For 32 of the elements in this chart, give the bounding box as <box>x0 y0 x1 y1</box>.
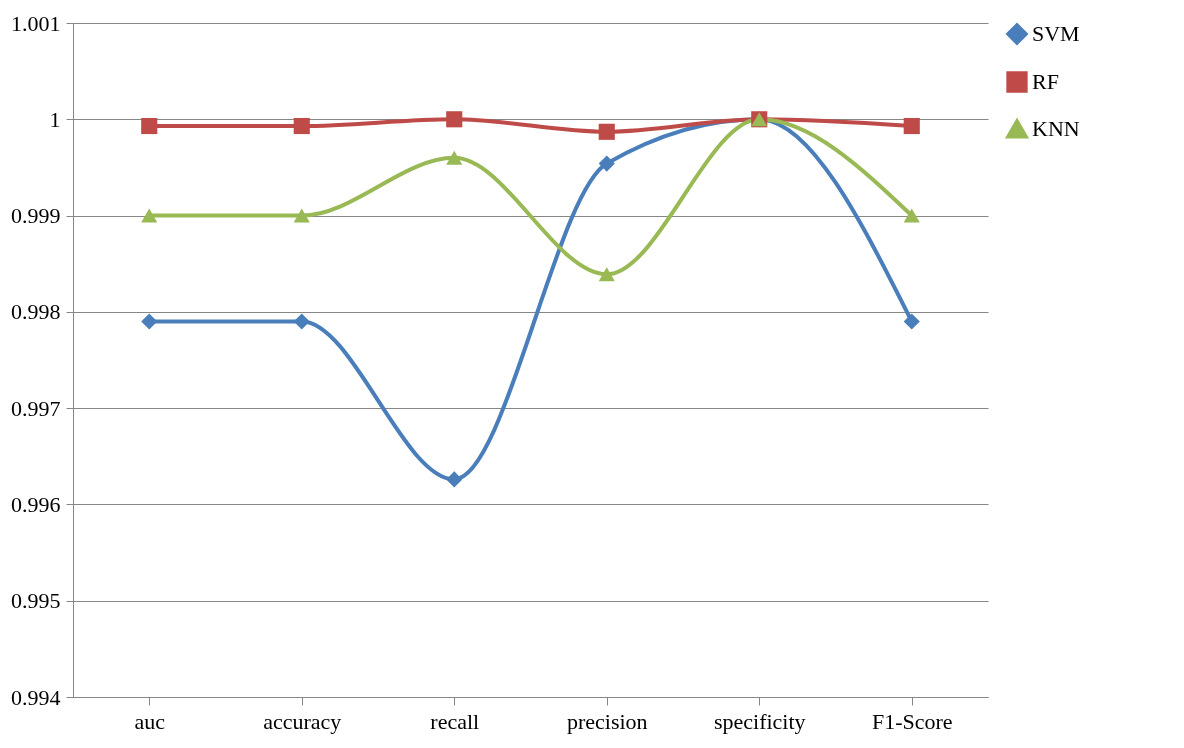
y-tick-label: 0.997 <box>11 395 61 421</box>
point <box>446 471 463 488</box>
y-tick-label: 0.995 <box>11 588 61 614</box>
point <box>141 208 158 223</box>
point <box>293 313 310 330</box>
point <box>141 117 158 135</box>
point <box>446 111 463 128</box>
y-tick-label: 0.999 <box>11 203 61 229</box>
legend-label: KNN <box>1032 116 1080 141</box>
x-tick-label: recall <box>430 708 480 734</box>
legend-label: RF <box>1032 69 1059 94</box>
point <box>903 117 920 135</box>
point <box>293 117 310 135</box>
y-tick-label: 1.001 <box>11 10 61 36</box>
y-tick-label: 0.998 <box>11 299 61 325</box>
x-tick-label: auc <box>134 708 166 734</box>
x-tick-label: precision <box>566 708 648 734</box>
point <box>903 208 920 223</box>
point <box>598 123 615 140</box>
y-tick-label: 0.994 <box>11 684 61 710</box>
point <box>598 155 615 172</box>
x-tick-label: F1-Score <box>871 708 953 734</box>
point <box>903 313 920 330</box>
point <box>141 313 158 330</box>
point <box>293 208 310 223</box>
point <box>446 150 463 165</box>
legend-label: SVM <box>1032 21 1080 46</box>
y-tick-label: 1 <box>49 106 61 132</box>
point <box>598 267 615 282</box>
y-tick-label: 0.996 <box>11 491 61 517</box>
x-tick-label: specificity <box>713 708 806 734</box>
x-tick-label: accuracy <box>263 708 342 734</box>
